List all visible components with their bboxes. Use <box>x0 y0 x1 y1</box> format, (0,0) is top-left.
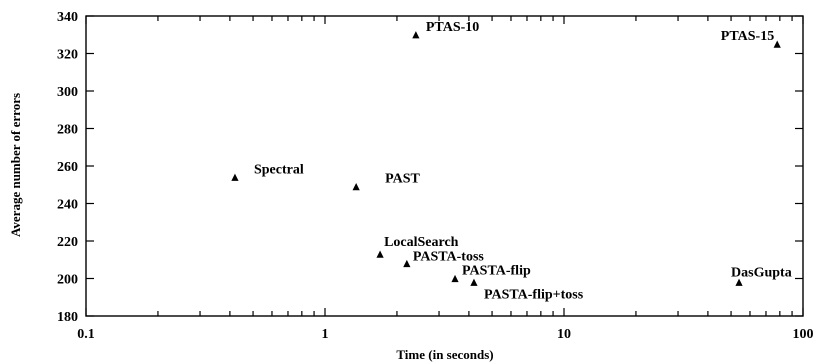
x-tick-label: 1 <box>322 327 329 342</box>
data-label-dasgupta: DasGupta <box>731 265 792 280</box>
y-tick-label: 340 <box>57 10 78 25</box>
points-layer <box>231 31 781 286</box>
x-tick-label: 10 <box>557 327 571 342</box>
y-tick-label: 260 <box>57 160 78 175</box>
data-point-ptas-15 <box>773 40 781 48</box>
y-tick-label: 220 <box>57 235 78 250</box>
x-tick-label: 0.1 <box>77 327 95 342</box>
data-point-pasta-toss <box>403 259 411 268</box>
x-axis-title: Time (in seconds) <box>396 347 493 362</box>
x-tick-label: 100 <box>793 327 814 342</box>
axes-layer <box>85 15 804 317</box>
data-label-ptas-15: PTAS-15 <box>721 29 774 44</box>
y-axis-title: Average number of errors <box>8 93 23 237</box>
labels-layer: PTAS-10PTAS-15SpectralPASTLocalSearchPAS… <box>254 20 792 303</box>
data-point-spectral <box>231 173 239 181</box>
data-label-pasta-flip-toss: PASTA-flip+toss <box>484 287 584 302</box>
data-label-pasta-toss: PASTA-toss <box>413 250 485 265</box>
y-tick-label: 300 <box>57 85 78 100</box>
data-point-pasta-flip-toss <box>470 278 478 286</box>
y-tick-label: 200 <box>57 273 78 288</box>
data-point-pasta-flip <box>451 274 459 283</box>
data-label-ptas-10: PTAS-10 <box>426 20 479 35</box>
data-label-past: PAST <box>385 172 420 187</box>
y-tick-label: 240 <box>57 198 78 213</box>
y-tick-label: 280 <box>57 123 78 138</box>
y-tick-label: 320 <box>57 48 78 63</box>
data-point-dasgupta <box>735 278 743 286</box>
data-point-localsearch <box>376 250 384 258</box>
plot-frame <box>85 15 804 317</box>
data-point-past <box>352 183 360 191</box>
data-label-spectral: Spectral <box>254 162 304 177</box>
data-point-ptas-10 <box>412 31 420 39</box>
data-label-pasta-flip: PASTA-flip <box>462 264 531 279</box>
ticks-layer: 180 200 220 240 260 280 300 320 340 0.1 1 10 100 <box>57 10 814 342</box>
data-label-localsearch: LocalSearch <box>384 235 459 250</box>
y-tick-label: 180 <box>57 310 78 325</box>
